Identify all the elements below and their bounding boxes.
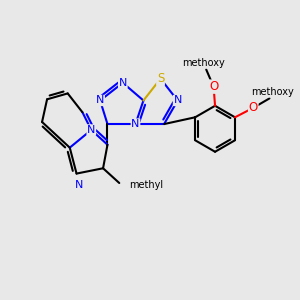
Text: methoxy: methoxy: [252, 87, 294, 97]
Text: methyl: methyl: [130, 180, 164, 190]
Text: N: N: [87, 125, 95, 135]
Text: N: N: [96, 95, 104, 106]
Text: methoxy: methoxy: [182, 58, 225, 68]
Text: N: N: [131, 119, 140, 129]
Text: N: N: [118, 78, 127, 88]
Text: N: N: [173, 95, 182, 106]
Text: O: O: [249, 101, 258, 114]
Text: O: O: [209, 80, 218, 93]
Text: N: N: [75, 180, 83, 190]
Text: S: S: [157, 72, 164, 85]
